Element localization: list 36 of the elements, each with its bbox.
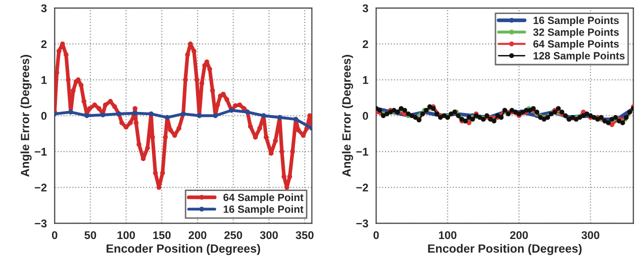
legend-label: 64 Sample Points <box>533 40 619 50</box>
y-tick-label: −2 <box>356 184 368 192</box>
y-tick-label: −3 <box>356 220 368 228</box>
y-tick-label: 0 <box>362 112 368 120</box>
x-tick-label: 0 <box>374 231 379 240</box>
y-tick-label: 2 <box>41 40 47 48</box>
y-tick-label: −3 <box>34 220 47 228</box>
legend-label: 32 Sample Points <box>533 28 619 38</box>
x-tick-label: 0 <box>52 231 58 240</box>
y-axis-title: Angle Error (Degrees) <box>20 54 32 177</box>
x-tick-label: 100 <box>118 231 135 240</box>
y-tick-label: 1 <box>363 76 368 84</box>
x-tick-label: 100 <box>439 231 456 240</box>
x-axis-title: Encoder Position (Degrees) <box>428 244 582 256</box>
x-tick-label: 300 <box>260 231 278 240</box>
y-tick-label: −2 <box>34 184 47 192</box>
y-tick-label: 3 <box>362 4 368 12</box>
x-tick-label: 150 <box>153 231 171 240</box>
y-tick-label: −1 <box>356 148 368 156</box>
y-tick-label: 2 <box>362 40 368 48</box>
x-tick-label: 200 <box>188 231 206 240</box>
y-axis-title: Angle Error (Degrees) <box>342 54 354 177</box>
legend-label: 16 Sample Points <box>534 16 619 26</box>
legend-label: 16 Sample Point <box>224 205 304 215</box>
y-tick-label: 1 <box>42 76 47 84</box>
x-tick-label: 250 <box>224 231 242 240</box>
x-axis-title: Encoder Position (Degrees) <box>106 244 260 256</box>
legend-label: 128 Sample Points <box>534 52 625 62</box>
x-tick-label: 50 <box>84 231 96 240</box>
y-tick-label: 0 <box>41 112 47 120</box>
x-tick-label: 300 <box>581 231 600 240</box>
legend-label: 64 Sample Point <box>223 193 304 204</box>
y-tick-label: 3 <box>41 4 47 12</box>
x-tick-label: 200 <box>510 231 528 240</box>
x-tick-label: 350 <box>296 231 314 240</box>
y-tick-label: −1 <box>34 148 47 156</box>
